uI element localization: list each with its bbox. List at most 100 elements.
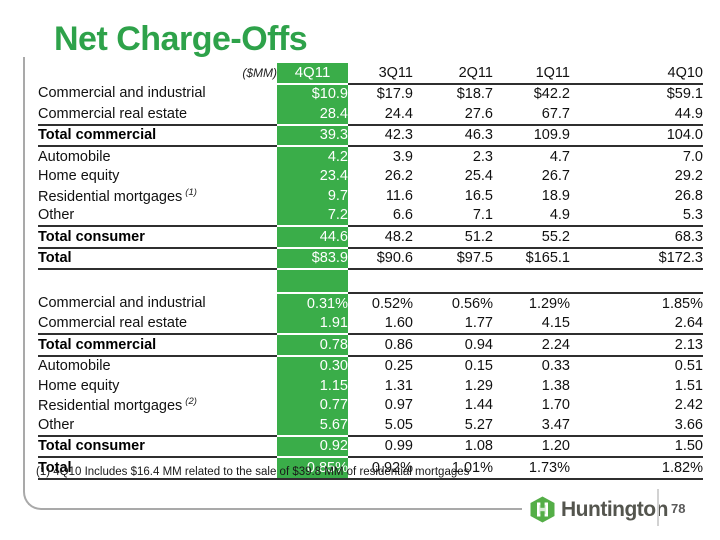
value-cell <box>413 268 493 292</box>
table-row: Commercial real estate 1.91 1.60 1.77 4.15 2.… <box>38 313 703 333</box>
table-row: Other 5.67 5.05 5.27 3.47 3.66 <box>38 415 703 435</box>
row-label: Commercial real estate <box>38 315 188 332</box>
value-cell: 2.24 <box>493 333 570 355</box>
table-row: Total consumer 44.6 48.2 51.2 55.2 68.3 <box>38 225 703 247</box>
value-cell: 0.92% <box>348 456 413 480</box>
current-quarter-value: 0.85% <box>277 456 348 480</box>
table-row: Total consumer 0.92 0.99 1.08 1.20 1.50 <box>38 434 703 457</box>
column-header-2q11: 2Q11 <box>458 64 493 81</box>
footnote: (1) 4Q10 Includes $16.4 MM related to th… <box>36 466 470 478</box>
table-row: Total $83.9 $90.6 $97.5 $165.1 $172.3 <box>38 246 703 269</box>
value-cell: 27.6 <box>464 105 493 122</box>
current-quarter-value: 0.77 <box>277 395 348 415</box>
table-header-row: ($MM) 4Q11 3Q11 2Q11 1Q11 4Q10 <box>38 63 703 83</box>
value-cell: 0.51 <box>570 354 703 377</box>
value-cell: 42.3 <box>348 123 413 146</box>
value-cell: 1.44 <box>464 397 493 414</box>
value-cell: 1.08 <box>413 434 493 457</box>
value-cell: 4.7 <box>493 145 570 167</box>
current-quarter-value: 0.31% <box>277 292 348 314</box>
net-charge-offs-table: ($MM) 4Q11 3Q11 2Q11 1Q11 4Q10 Commercia… <box>38 63 703 480</box>
value-cell: 46.3 <box>413 123 493 146</box>
table-row: Commercial real estate 28.4 24.4 27.6 67.7 44… <box>38 104 703 124</box>
table-row: Residential mortgages (2) 0.77 0.97 1.44 1.70… <box>38 395 703 415</box>
value-cell: 0.52% <box>348 292 413 314</box>
row-label: Automobile <box>38 145 277 167</box>
value-cell: 18.9 <box>541 187 570 204</box>
value-cell: 0.56% <box>413 292 493 314</box>
value-cell: 2.3 <box>413 145 493 167</box>
row-label: Residential mortgages (2) <box>38 396 197 415</box>
value-cell: 1.01% <box>413 456 493 480</box>
value-cell: 0.97 <box>384 397 413 414</box>
row-label: Commercial and industrial <box>38 85 206 102</box>
value-cell <box>570 268 703 292</box>
column-header-4q10: 4Q10 <box>667 64 703 81</box>
row-label: Total commercial <box>38 123 277 146</box>
current-quarter-value: 28.4 <box>277 104 348 124</box>
table-row: Other 7.2 6.6 7.1 4.9 5.3 <box>38 205 703 225</box>
current-quarter-value: 1.91 <box>277 313 348 333</box>
value-cell: $165.1 <box>493 246 570 269</box>
current-quarter-value: 0.30 <box>277 354 348 376</box>
value-cell: 55.2 <box>493 225 570 247</box>
value-cell: $97.5 <box>413 246 493 269</box>
value-cell: 24.4 <box>384 105 413 122</box>
current-quarter-value: 4.2 <box>277 145 348 167</box>
value-cell: 1.77 <box>464 315 493 332</box>
value-cell: 26.7 <box>541 168 570 185</box>
value-cell: 1.51 <box>674 377 703 394</box>
value-cell: 0.33 <box>493 354 570 377</box>
value-cell: 1.38 <box>541 377 570 394</box>
current-quarter-value: 9.7 <box>277 186 348 206</box>
value-cell: 1.73% <box>493 456 570 480</box>
value-cell: $90.6 <box>348 246 413 269</box>
value-cell: 0.86 <box>348 333 413 355</box>
value-cell: 44.9 <box>674 105 703 122</box>
table-row: Home equity 1.15 1.31 1.29 1.38 1.51 <box>38 376 703 396</box>
row-label <box>38 268 277 292</box>
current-quarter-value: $83.9 <box>277 246 348 268</box>
value-cell: $172.3 <box>570 246 703 269</box>
huntington-logo: Huntington <box>529 496 668 523</box>
current-quarter-value: 5.67 <box>277 415 348 435</box>
row-label: Home equity <box>38 168 120 185</box>
row-label: Total consumer <box>38 225 277 247</box>
column-header-4q11: 4Q11 <box>277 63 348 83</box>
value-cell: 16.5 <box>464 187 493 204</box>
value-cell: 48.2 <box>348 225 413 247</box>
row-label: Automobile <box>38 354 277 377</box>
row-label: Commercial and industrial <box>38 294 206 311</box>
row-label: Home equity <box>38 377 120 394</box>
value-cell: 4.9 <box>549 207 570 224</box>
table-body: Commercial and industrial $10.9 $17.9 $18.7… <box>38 82 703 480</box>
value-cell: 51.2 <box>413 225 493 247</box>
row-label: Total commercial <box>38 333 277 355</box>
current-quarter-value: 0.92 <box>277 434 348 456</box>
value-cell: 5.3 <box>682 207 703 224</box>
value-cell: 7.0 <box>570 145 703 167</box>
column-header-1q11: 1Q11 <box>535 64 570 81</box>
value-cell: 68.3 <box>570 225 703 247</box>
page-title: Net Charge-Offs <box>54 20 308 58</box>
value-cell: 1.60 <box>384 315 413 332</box>
row-label: Total consumer <box>38 434 277 457</box>
value-cell <box>348 268 413 292</box>
current-quarter-value <box>277 268 348 292</box>
value-cell: 104.0 <box>570 123 703 146</box>
value-cell <box>493 268 570 292</box>
value-cell: 25.4 <box>464 168 493 185</box>
value-cell: 5.05 <box>384 416 413 433</box>
value-cell: 2.13 <box>570 333 703 355</box>
value-cell: 26.2 <box>384 168 413 185</box>
table-row: Total commercial 0.78 0.86 0.94 2.24 2.13 <box>38 333 703 355</box>
footnote-reference: (1) <box>185 186 197 198</box>
value-cell: $17.9 <box>348 82 413 105</box>
value-cell: 11.6 <box>385 187 413 204</box>
value-cell: 2.42 <box>674 397 703 414</box>
current-quarter-value: 7.2 <box>277 205 348 225</box>
row-label: Total <box>38 246 277 269</box>
value-cell: 0.25 <box>348 354 413 377</box>
table-row: Residential mortgages (1) 9.7 11.6 16.5 18.9 2… <box>38 186 703 206</box>
